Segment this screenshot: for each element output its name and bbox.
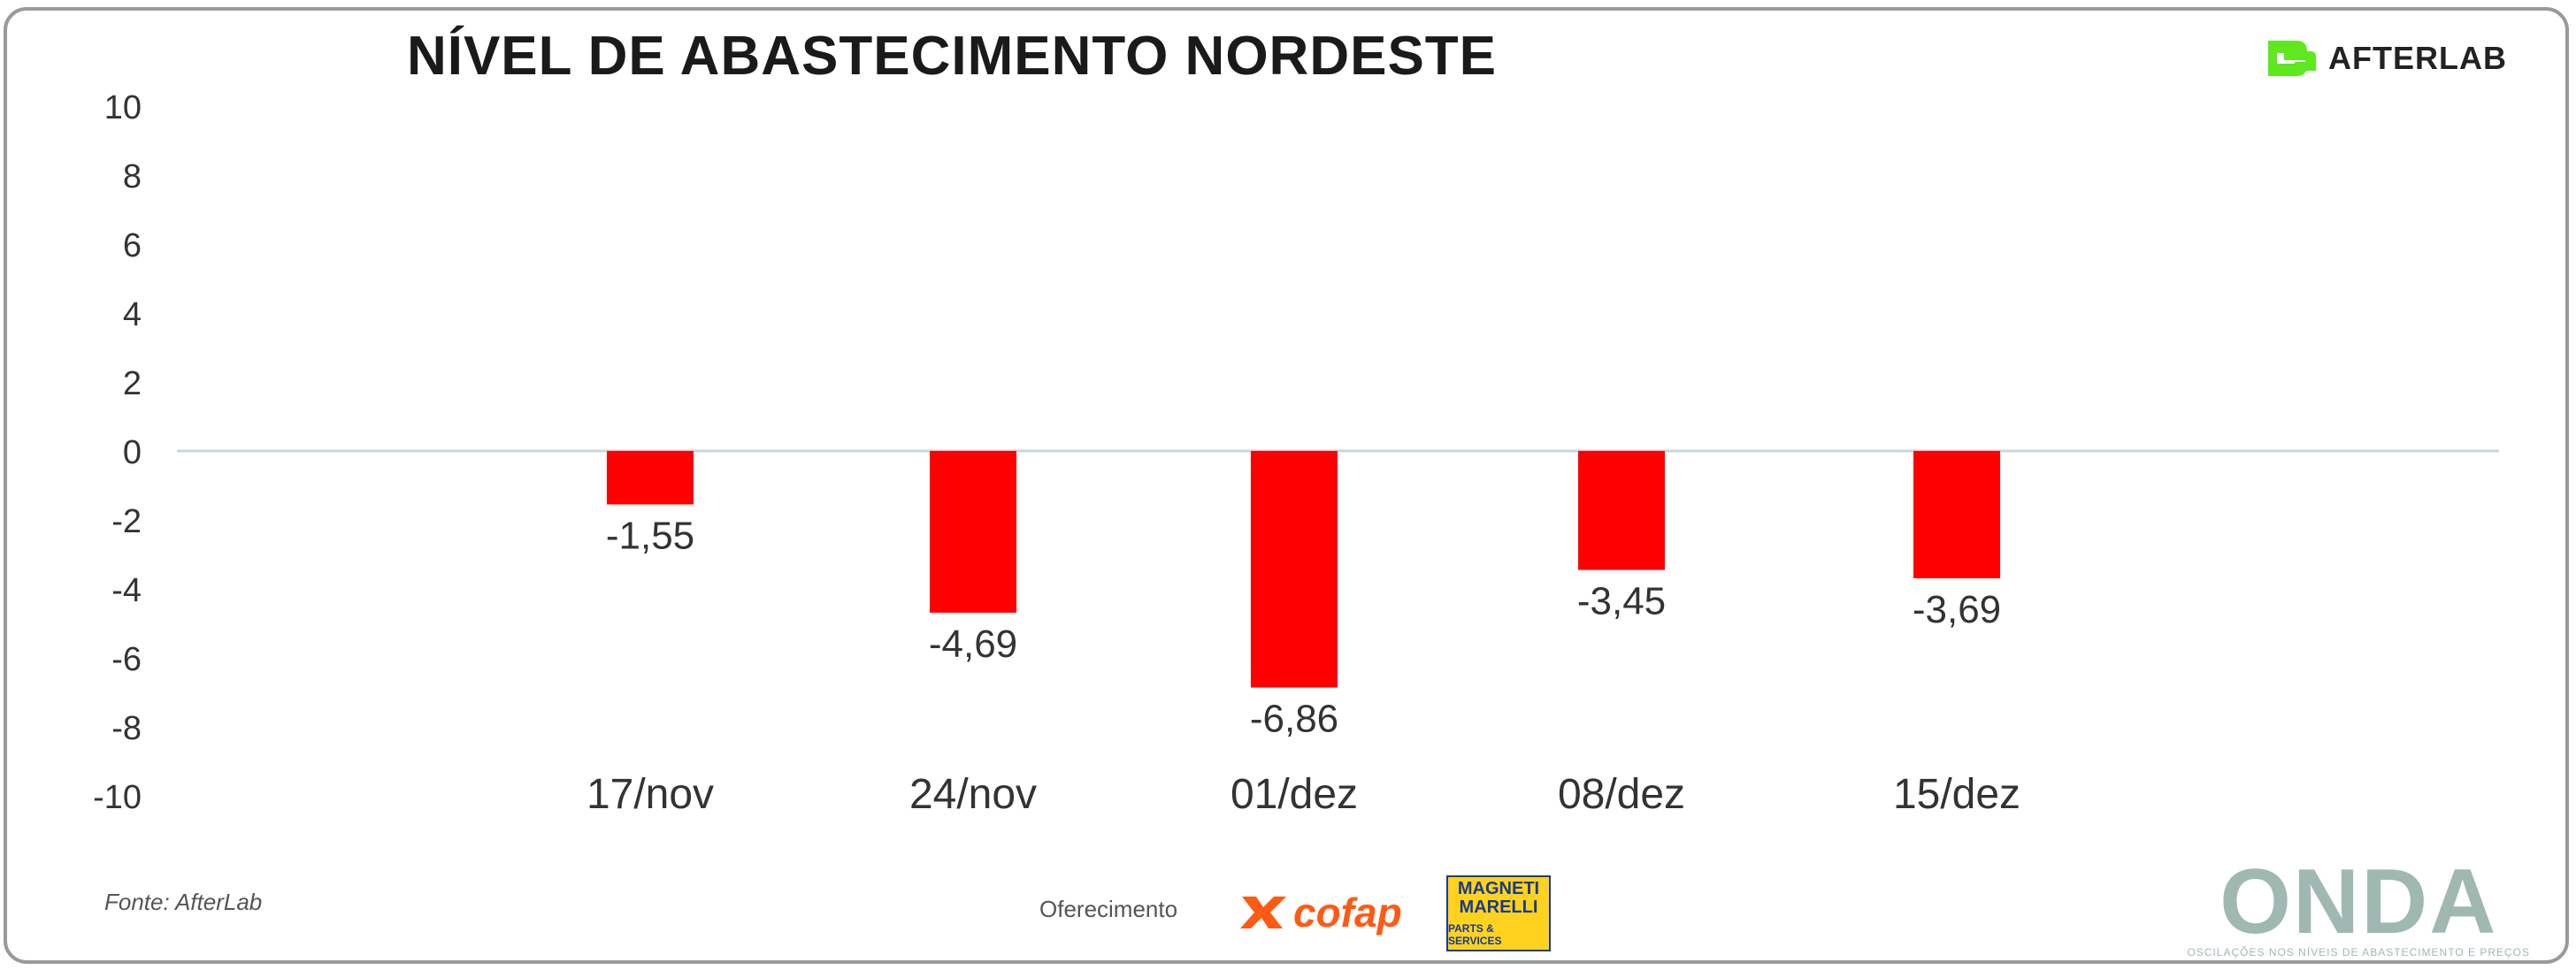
y-tick-label: -10 xyxy=(93,779,142,816)
magneti-marelli-name: MAGNETI MARELLI xyxy=(1457,879,1540,917)
bar xyxy=(1251,451,1338,688)
bar-series xyxy=(607,451,2000,688)
bar-value-label: -3,69 xyxy=(1913,588,2001,631)
bar-value-label: -1,55 xyxy=(606,514,694,557)
bar xyxy=(607,451,694,505)
x-tick-label: 01/dez xyxy=(1230,771,1358,818)
chart-title: NÍVEL DE ABASTECIMENTO NORDESTE xyxy=(406,26,1498,87)
bar-value-label: -4,69 xyxy=(929,622,1017,666)
magneti-marelli-sub: PARTS & SERVICES xyxy=(1448,922,1502,947)
bar xyxy=(1578,451,1665,570)
y-axis-ticks: -10 -8 -6 -4 -2 0 2 4 6 8 10 xyxy=(93,89,142,816)
afterlab-logo: AFTERLAB xyxy=(2261,35,2507,81)
y-tick-label: -4 xyxy=(111,572,142,609)
sponsor-label: Oferecimento xyxy=(1039,896,1178,922)
afterlab-logo-text: AFTERLAB xyxy=(2328,40,2507,76)
magneti-marelli-logo: MAGNETI MARELLI PARTS & SERVICES xyxy=(1446,875,1551,951)
y-tick-label: 8 xyxy=(123,158,142,195)
y-tick-label: -6 xyxy=(111,641,142,678)
y-tick-label: 0 xyxy=(123,434,142,471)
bar xyxy=(1913,451,2000,578)
onda-logo: ONDA OSCILAÇÕES NOS NÍVEIS DE ABASTECIME… xyxy=(2187,851,2530,959)
cofap-x-icon xyxy=(1240,897,1286,928)
y-tick-label: -2 xyxy=(111,503,142,540)
cofap-logo: cofap xyxy=(1238,889,1402,936)
x-axis-labels: 17/nov 24/nov 01/dez 08/dez 15/dez xyxy=(586,771,2020,818)
y-tick-label: 6 xyxy=(123,227,142,264)
y-tick-label: 2 xyxy=(123,365,142,402)
bar-value-label: -3,45 xyxy=(1577,580,1666,623)
cofap-logo-text: cofap xyxy=(1293,890,1402,936)
bar-value-label: -6,86 xyxy=(1250,698,1338,741)
bar xyxy=(930,451,1016,613)
value-labels: -1,55 -4,69 -6,86 -3,45 -3,69 xyxy=(606,514,2001,740)
y-tick-label: -8 xyxy=(111,710,142,747)
y-tick-label: 10 xyxy=(104,89,142,126)
x-tick-label: 08/dez xyxy=(1558,771,1685,818)
onda-logo-tagline: OSCILAÇÕES NOS NÍVEIS DE ABASTECIMENTO E… xyxy=(2187,946,2530,959)
onda-logo-word: ONDA xyxy=(2220,851,2498,953)
afterlab-mark-icon xyxy=(2268,41,2317,76)
x-tick-label: 17/nov xyxy=(586,771,714,818)
source-note: Fonte: AfterLab xyxy=(104,889,263,915)
x-tick-label: 24/nov xyxy=(909,771,1037,818)
x-tick-label: 15/dez xyxy=(1893,771,2020,818)
y-tick-label: 4 xyxy=(123,296,142,333)
